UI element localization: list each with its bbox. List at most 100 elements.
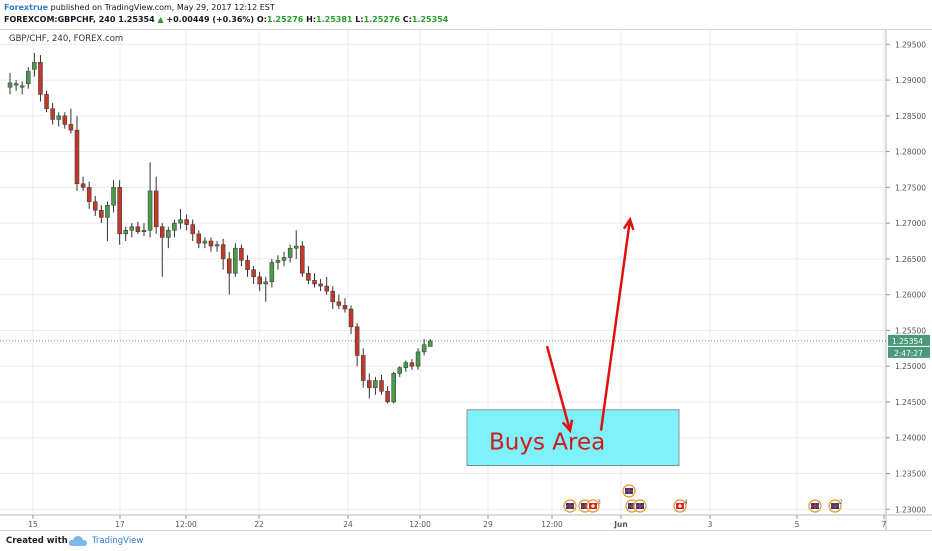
change-value: +0.00449 (+0.36%)	[166, 15, 255, 24]
tradingview-link[interactable]: TradingView	[92, 536, 144, 546]
time-tick-label: 12:00	[541, 520, 563, 529]
candle-body	[239, 247, 244, 261]
candle	[80, 176, 86, 191]
candle-body	[287, 247, 293, 258]
candle-body	[409, 362, 415, 367]
candle	[367, 373, 372, 399]
candle	[123, 226, 128, 242]
candle-body	[391, 373, 396, 403]
created-with-text: Created with	[6, 536, 68, 546]
candle-body	[178, 219, 183, 224]
chart-grid	[0, 30, 886, 515]
candle	[38, 55, 43, 102]
high-label: H:	[306, 15, 317, 24]
candle	[354, 323, 360, 367]
candle	[257, 271, 262, 292]
candle	[373, 376, 378, 395]
chart-title: GBP/CHF, 240, FOREX.com	[9, 34, 123, 44]
up-arrow[interactable]	[599, 216, 635, 431]
arrow-shaft	[545, 345, 572, 431]
event-flag-icon[interactable]: 2	[828, 499, 843, 513]
candles	[7, 52, 433, 404]
candle	[74, 115, 80, 191]
open-label: O:	[256, 15, 267, 24]
published-text: published on TradingView.com, May 29, 20…	[50, 3, 275, 12]
candle-body	[330, 290, 336, 303]
candle	[208, 237, 214, 252]
event-count: 4	[684, 499, 688, 506]
time-tick-label: 7	[882, 520, 887, 529]
candle-body	[32, 61, 37, 70]
candle	[403, 360, 409, 372]
event-flag-icon[interactable]	[808, 499, 822, 513]
candle	[312, 273, 317, 288]
time-tick-label: 29	[483, 520, 493, 529]
event-flag-icon[interactable]: 4	[673, 499, 688, 513]
price-tick-label: 1.26500	[895, 255, 926, 264]
candle-body	[233, 247, 238, 274]
candle	[50, 102, 55, 125]
chart-header: Forextrue published on TradingView.com, …	[0, 0, 932, 30]
candle	[300, 241, 305, 277]
candle-body	[19, 85, 25, 88]
time-tick-label: Jun	[613, 520, 627, 529]
candle-body	[99, 210, 104, 218]
author-link[interactable]: Forextrue	[4, 3, 49, 12]
price-tick-label: 1.24500	[895, 398, 926, 407]
last-price: 1.25354	[118, 15, 155, 24]
candle	[233, 243, 238, 277]
arrow-shaft	[599, 219, 632, 431]
candle	[348, 305, 354, 335]
candle-body	[123, 230, 128, 235]
price-tick-label: 1.29000	[895, 76, 926, 85]
candle	[427, 338, 433, 347]
last-price-tag	[888, 334, 930, 346]
candle	[86, 181, 92, 209]
up-triangle-icon: ▲	[157, 15, 164, 24]
candle	[117, 180, 122, 245]
price-tick-label: 1.23000	[895, 505, 926, 514]
event-flag-icon[interactable]	[622, 484, 636, 498]
buys-area-box[interactable]	[466, 409, 680, 467]
price-chart[interactable]: GBP/CHF, 240, FOREX.com 1.29500 1.29000 1.…	[0, 30, 932, 530]
candle-body	[421, 344, 427, 353]
event-flag-icon[interactable]	[633, 499, 647, 513]
candle	[153, 176, 159, 234]
event-flag-icon[interactable]: 3	[586, 499, 601, 513]
candle-body	[160, 226, 165, 238]
candle-body	[13, 83, 19, 86]
candle-body	[208, 240, 214, 247]
price-tick-label: 1.29500	[895, 40, 926, 49]
candle	[324, 276, 329, 295]
candle	[129, 223, 135, 238]
candle-body	[293, 245, 299, 249]
candle	[275, 255, 281, 270]
high-value: 1.25381	[316, 15, 353, 24]
price-tick-label: 1.28500	[895, 112, 926, 121]
candle	[379, 374, 384, 395]
candle	[306, 266, 311, 284]
candle-body	[306, 272, 311, 281]
symbol-label: FOREXCOM:GBPCHF, 240	[4, 15, 116, 24]
candle	[141, 223, 147, 237]
time-axis: 15 17 12:00 22 24 12:00 29 12:00 Jun 3 5 7	[28, 515, 887, 529]
candle-body	[336, 301, 342, 306]
time-tick-label: 12:00	[409, 520, 431, 529]
candle	[318, 278, 323, 292]
candle	[111, 180, 116, 213]
event-flag-icon[interactable]	[563, 499, 577, 513]
candle-body	[300, 245, 305, 274]
candle-body	[318, 283, 323, 287]
candle-body	[275, 260, 281, 263]
candle	[13, 80, 19, 91]
candle-body	[111, 187, 116, 206]
candle-body	[68, 124, 74, 131]
down-arrow[interactable]	[545, 345, 574, 434]
candle-body	[80, 183, 86, 188]
countdown-tag-label: 2:47:27	[894, 349, 923, 358]
candle	[172, 219, 177, 238]
price-tick-label: 1.24000	[895, 434, 926, 443]
close-label: C:	[402, 15, 412, 24]
candle-body	[220, 244, 226, 260]
candle	[281, 251, 287, 267]
